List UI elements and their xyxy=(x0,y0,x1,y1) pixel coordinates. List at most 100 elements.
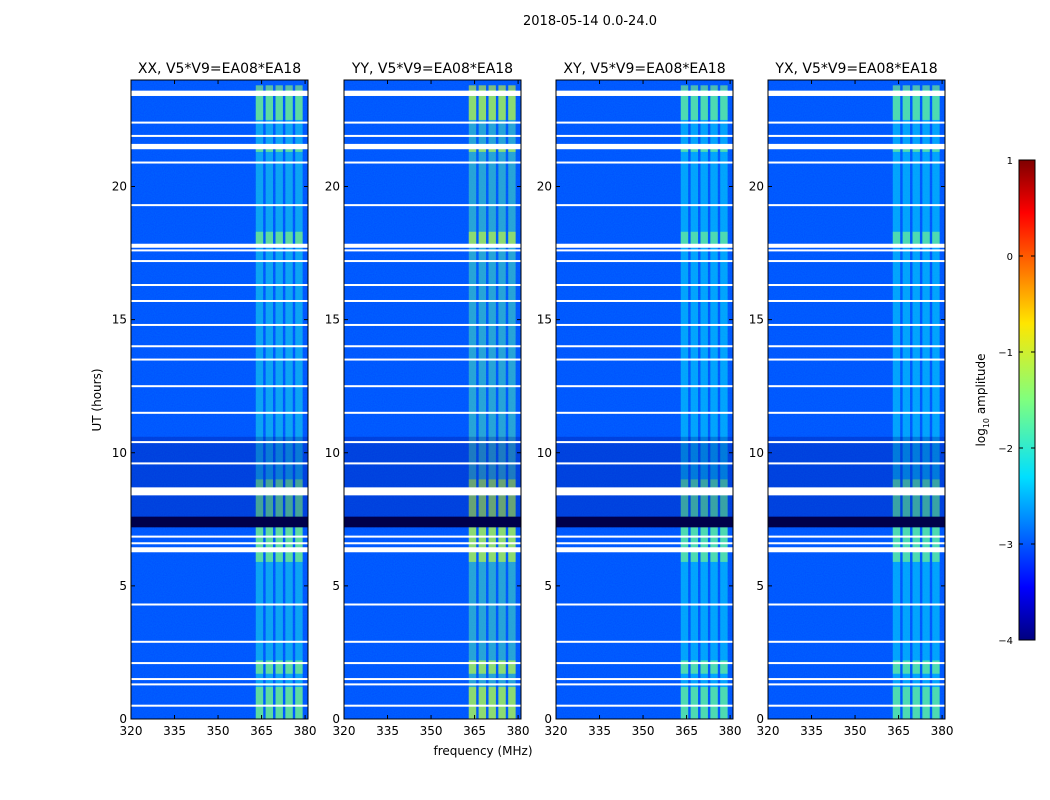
rfi-burst xyxy=(468,660,477,674)
rfi-burst xyxy=(700,660,708,674)
y-tick-label: 0 xyxy=(119,712,127,726)
rfi-burst xyxy=(932,231,940,246)
rfi-burst xyxy=(468,146,477,152)
flagged-row xyxy=(556,299,733,302)
rfi-burst xyxy=(275,687,283,719)
flagged-row xyxy=(344,284,521,287)
flagged-row xyxy=(344,603,521,606)
rfi-burst xyxy=(922,687,930,719)
flagged-gap xyxy=(344,487,521,496)
flagged-gap xyxy=(556,90,733,96)
colorbar-tick-label: 0 xyxy=(1007,252,1013,263)
y-axis-label: UT (hours) xyxy=(90,368,104,431)
flagged-row xyxy=(344,204,521,207)
rfi-burst xyxy=(295,85,303,120)
colorbar-ticks: 1 0 −1 −2 −3 −4 xyxy=(998,156,1035,647)
panel-noise xyxy=(556,80,733,719)
rfi-burst xyxy=(932,660,940,674)
y-tick-label: 0 xyxy=(756,712,764,726)
x-tick-label: 365 xyxy=(463,724,486,738)
panel-2: 320 335 350 365 380 0 5 10 15 20 YY, V5*V9=EA08*EA… xyxy=(325,61,530,738)
y-tick-label: 15 xyxy=(749,313,764,327)
panel-title: XX, V5*V9=EA08*EA18 xyxy=(138,61,301,77)
flagged-row xyxy=(344,260,521,263)
rfi-burst xyxy=(498,231,506,246)
flagged-row xyxy=(556,385,733,388)
flagged-row xyxy=(131,134,308,137)
flagged-row xyxy=(131,683,308,686)
x-tick-label: 365 xyxy=(675,724,698,738)
y-tick-label: 20 xyxy=(749,180,764,194)
rfi-stripe xyxy=(478,90,487,719)
rfi-burst xyxy=(255,146,264,152)
flagged-row xyxy=(556,249,733,252)
flagged-row xyxy=(556,462,733,465)
flagged-gap xyxy=(131,487,308,496)
panel-frame xyxy=(767,79,946,720)
rfi-burst xyxy=(892,231,901,246)
rfi-burst xyxy=(468,85,477,120)
x-tick-label: 380 xyxy=(719,724,742,738)
rfi-burst xyxy=(478,231,487,246)
panel-frame xyxy=(343,79,522,720)
flagged-row xyxy=(131,542,308,545)
flagged-gap xyxy=(131,243,308,248)
rfi-burst xyxy=(275,85,283,120)
flagged-row xyxy=(768,134,945,137)
flagged-row xyxy=(344,662,521,665)
rfi-burst xyxy=(680,687,689,719)
flagged-row xyxy=(768,678,945,681)
rfi-stripe xyxy=(902,90,911,719)
rfi-burst xyxy=(720,660,728,674)
flagged-row xyxy=(131,345,308,348)
rfi-stripe xyxy=(710,90,718,719)
flagged-row xyxy=(556,441,733,444)
rfi-burst xyxy=(285,231,293,246)
flagged-row xyxy=(344,542,521,545)
flagged-row xyxy=(768,704,945,707)
y-tick-label: 5 xyxy=(544,579,552,593)
x-tick-label: 335 xyxy=(588,724,611,738)
rfi-stripe xyxy=(700,90,708,719)
x-tick-label: 350 xyxy=(844,724,867,738)
rfi-stripe xyxy=(295,90,303,719)
flagged-row xyxy=(344,345,521,348)
colorbar-gradient xyxy=(1018,159,1036,641)
panel-frame xyxy=(130,79,309,720)
rfi-burst xyxy=(508,687,516,719)
flagged-gap xyxy=(768,547,945,552)
flagged-row xyxy=(131,640,308,643)
panels-group: 320 335 350 365 380 0 5 10 15 20 XX, V5*V9=EA08*EA… xyxy=(112,61,954,738)
flagged-gap xyxy=(768,487,945,496)
x-tick-label: 350 xyxy=(632,724,655,738)
flagged-row xyxy=(556,704,733,707)
rfi-burst xyxy=(912,85,920,120)
x-tick-label: 320 xyxy=(120,724,143,738)
flagged-row xyxy=(131,260,308,263)
rfi-burst xyxy=(488,146,496,152)
rfi-stripe xyxy=(275,90,283,719)
panel-3: 320 335 350 365 380 0 5 10 15 20 XY, V5*V9=EA08*EA… xyxy=(537,61,742,738)
flagged-row xyxy=(768,542,945,545)
flagged-row xyxy=(556,535,733,538)
flagged-row xyxy=(344,441,521,444)
flagged-row xyxy=(131,535,308,538)
flagged-row xyxy=(131,249,308,252)
y-tick-label: 20 xyxy=(537,180,552,194)
flagged-row xyxy=(556,678,733,681)
rfi-burst xyxy=(922,85,930,120)
colorbar-label-sub: 10 xyxy=(982,418,991,428)
rfi-burst xyxy=(710,146,718,152)
rfi-burst xyxy=(680,146,689,152)
rfi-stripe xyxy=(508,90,516,719)
rfi-burst xyxy=(255,687,264,719)
flagged-row xyxy=(131,161,308,164)
panel-noise xyxy=(131,80,308,719)
dark-band xyxy=(768,436,945,528)
flagged-row xyxy=(131,323,308,326)
rfi-burst xyxy=(508,85,516,120)
rfi-burst xyxy=(265,687,274,719)
rfi-burst xyxy=(892,660,901,674)
rfi-burst xyxy=(690,146,699,152)
flagged-row xyxy=(131,358,308,361)
